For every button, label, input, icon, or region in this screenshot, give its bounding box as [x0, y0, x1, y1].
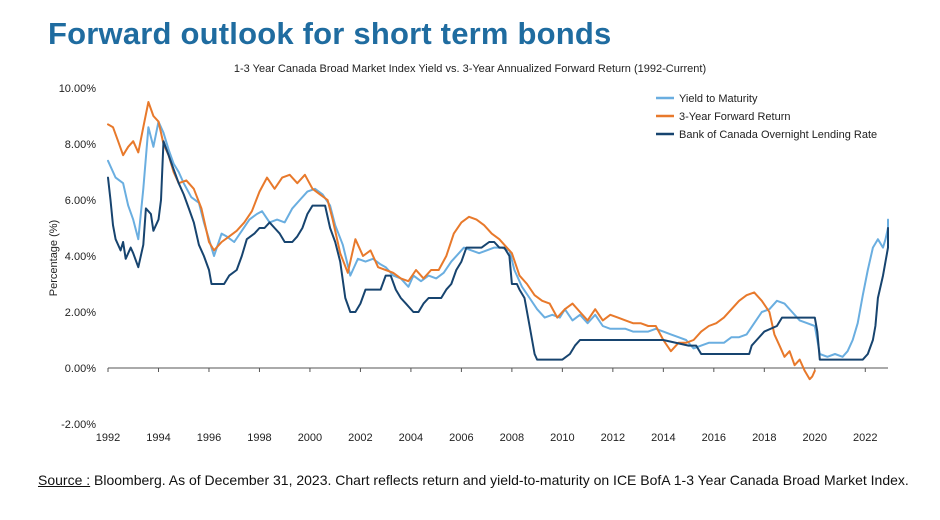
- y-axis-label: Percentage (%): [48, 220, 60, 296]
- chart-svg: 1-3 Year Canada Broad Market Index Yield…: [48, 63, 889, 444]
- y-tick-label: 2.00%: [65, 307, 96, 319]
- y-tick-label: 10.00%: [59, 83, 97, 95]
- x-tick-label: 2000: [298, 432, 322, 444]
- y-tick-label: 0.00%: [65, 363, 96, 375]
- legend-label: 3-Year Forward Return: [679, 111, 790, 123]
- chart-title: 1-3 Year Canada Broad Market Index Yield…: [234, 63, 706, 75]
- source-note: Source : Bloomberg. As of December 31, 2…: [38, 471, 918, 490]
- x-tick-label: 2022: [853, 432, 877, 444]
- x-tick-label: 1996: [197, 432, 221, 444]
- y-tick-label: 6.00%: [65, 195, 96, 207]
- x-tick-label: 2014: [651, 432, 675, 444]
- y-axis: -2.00% 0.00% 2.00% 4.00% 6.00% 8.00% 10.00%: [59, 83, 97, 431]
- page-title: Forward outlook for short term bonds: [48, 16, 612, 51]
- x-tick-label: 2018: [752, 432, 776, 444]
- x-tick-label: 1992: [96, 432, 120, 444]
- y-tick-label: 8.00%: [65, 139, 96, 151]
- legend-label: Bank of Canada Overnight Lending Rate: [679, 129, 877, 141]
- y-tick-label: -2.00%: [61, 419, 96, 431]
- y-tick-label: 4.00%: [65, 251, 96, 263]
- x-tick-label: 1998: [247, 432, 271, 444]
- x-tick-label: 2020: [803, 432, 827, 444]
- source-label: Source :: [38, 472, 91, 488]
- x-tick-label: 2008: [500, 432, 524, 444]
- x-tick-label: 2004: [399, 432, 423, 444]
- series-lines: [107, 101, 889, 381]
- x-tick-label: 1994: [146, 432, 170, 444]
- x-tick-label: 2012: [601, 432, 625, 444]
- series-line-2: [107, 101, 816, 381]
- legend-label: Yield to Maturity: [679, 93, 758, 105]
- x-tick-label: 2006: [449, 432, 473, 444]
- legend: Yield to Maturity 3-Year Forward Return Ba…: [656, 93, 877, 141]
- x-tick-label: 2016: [702, 432, 726, 444]
- x-tick-label: 2002: [348, 432, 372, 444]
- source-text: Bloomberg. As of December 31, 2023. Char…: [90, 472, 909, 488]
- series-line-3: [107, 140, 889, 361]
- x-tick-label: 2010: [550, 432, 574, 444]
- x-axis: 1992 1994 1996 1998 2000 2002 2004 2006 2008 2010…: [96, 368, 878, 444]
